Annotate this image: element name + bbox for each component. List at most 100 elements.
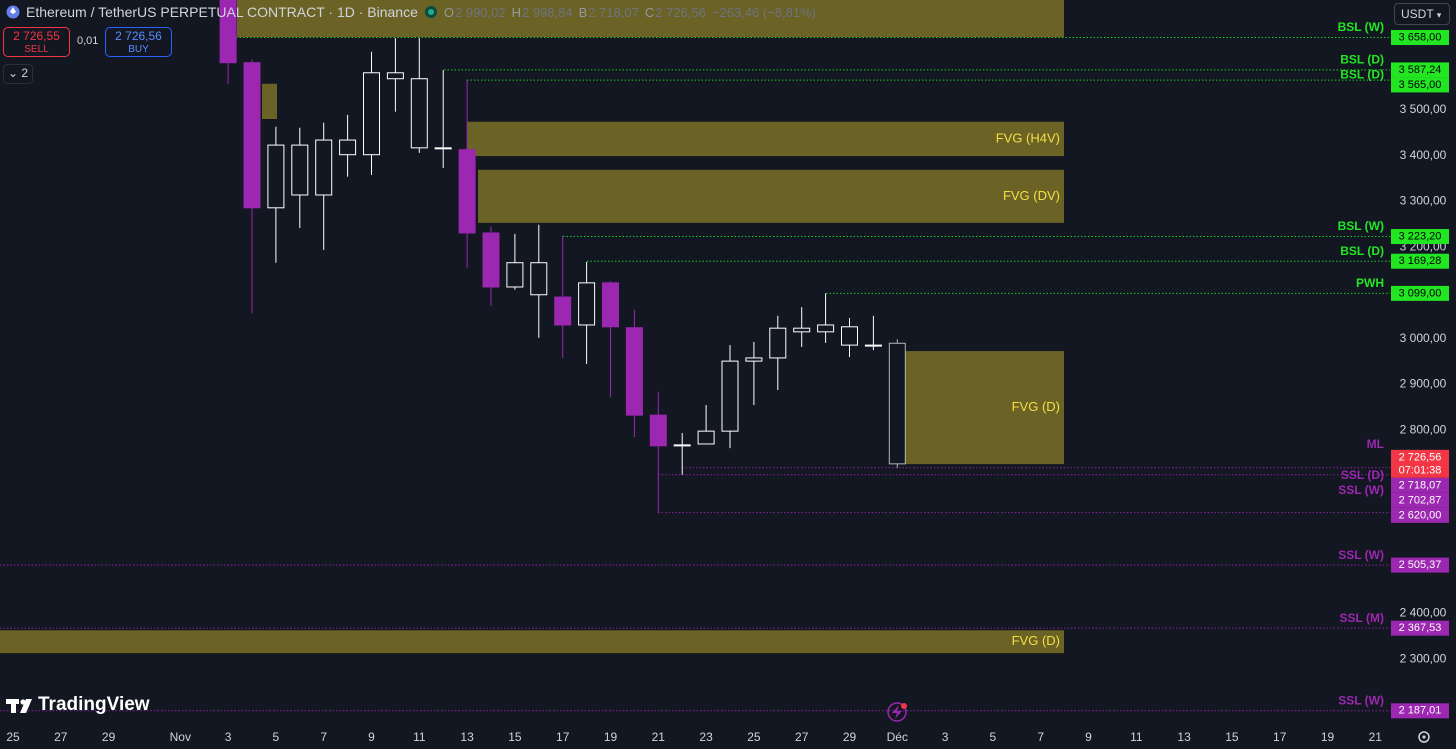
fvg-label: FVG (D) [1012,399,1060,414]
x-tick-label: 13 [460,730,474,744]
x-tick-label: 21 [1369,730,1383,744]
level-price-label: 3 099,00 [1399,287,1442,299]
fvg-zone [237,0,1064,38]
level-name: SSL (W) [1338,483,1384,497]
settings-icon[interactable] [1418,731,1430,743]
ohlc-value: 2 726,56 [655,4,706,20]
x-tick-label: 23 [699,730,713,744]
x-tick-label: 15 [508,730,522,744]
indicator-count: 2 [21,66,29,80]
ohlc-value: 2 718,07 [588,4,639,20]
candle-body [625,327,643,416]
level-price-label: 3 587,24 [1399,64,1442,76]
currency-select[interactable]: USDT ▾ [1394,3,1450,25]
level-price-box [1391,507,1449,523]
x-tick-label: 19 [1321,730,1335,744]
level-price-box [1391,229,1449,245]
x-tick-label: 3 [942,730,949,744]
sell-price: 2 726,55 [13,29,60,43]
level-price-box [1391,77,1449,93]
x-tick-label: 9 [1085,730,1092,744]
ohlc: O2 990,02 H2 998,84 B2 718,07 C2 726,56 −263… [444,5,816,20]
x-tick-label: 25 [6,730,20,744]
x-tick-label: 5 [273,730,280,744]
y-tick-label: 3 300,00 [1400,194,1447,208]
y-tick-label: 2 800,00 [1400,422,1447,436]
candle-body [697,430,715,445]
x-tick-label: 11 [1130,730,1143,744]
spread: 0,01 [77,35,99,47]
y-tick-label: 2 900,00 [1400,377,1447,391]
candle-body [673,444,691,447]
x-tick-label: Nov [170,730,191,744]
symbol: Ethereum / TetherUS PERPETUAL CONTRACT ·… [26,4,418,20]
level-name: BSL (D) [1340,244,1384,258]
level-price-label: 3 169,28 [1399,255,1442,267]
candle-body [578,282,596,326]
axes: 3 500,003 400,003 300,003 200,003 000,00… [6,20,1449,744]
level-price-label: 2 187,01 [1399,705,1442,717]
level-price-label: 2 620,00 [1399,509,1442,521]
status-dot [424,6,437,18]
level-price-box [1391,30,1449,46]
candle-body [458,149,476,234]
candle-body [602,282,619,328]
candle-body [291,144,309,196]
candle-body [243,62,261,209]
candle-body [888,342,906,465]
x-tick-label: 11 [413,730,426,744]
x-tick-label: 5 [990,730,997,744]
level-name: BSL (D) [1340,68,1384,82]
x-tick-label: 3 [225,730,232,744]
candle-body [506,262,524,288]
level-price-label: 2 718,07 [1399,479,1442,491]
countdown: 07:01:38 [1399,464,1442,476]
fvg-zone [262,83,277,120]
candle-body [769,327,787,359]
level-name: BSL (W) [1338,20,1384,34]
candle-body [315,139,333,196]
candle-body [841,326,858,346]
brand: TradingView [38,694,150,715]
candle-body [219,0,237,64]
y-tick-label: 3 500,00 [1400,102,1447,116]
header: Ethereum / TetherUS PERPETUAL CONTRACT ·… [6,4,816,20]
fvg-label: FVG (DV) [1003,188,1060,203]
level-price-label: 3 565,00 [1399,79,1442,91]
indicators-toggle[interactable]: ⌄ 2 [3,64,33,84]
fvg-label: FVG (D) [1012,633,1060,648]
candle-body [434,147,452,150]
candle-body [363,72,380,156]
alert-icon[interactable] [887,702,907,722]
ohlc-value: 2 998,84 [522,4,573,20]
candle-body [649,414,667,447]
plot-area: FVG (H4V) FVG (DV) FVG (D) FVG (D) [0,0,1390,712]
candle-body [410,78,428,149]
level-price-label: 2 702,87 [1399,494,1442,506]
ohlc-value: 2 990,02 [455,4,506,20]
x-tick-label: 29 [843,730,857,744]
ohlc-key: B [578,4,588,20]
candle-body [530,262,548,296]
candle-body [482,232,500,288]
change: −263,46 (−8,81%) [711,4,816,20]
buy-label: BUY [128,44,149,55]
x-tick-label: 13 [1177,730,1191,744]
level-name: BSL (D) [1340,53,1384,67]
candle-body [554,296,572,326]
level-name: SSL (W) [1338,693,1384,707]
x-tick-label: 19 [604,730,618,744]
sell-button[interactable]: 2 726,55 SELL [3,27,70,57]
x-tick-label: 9 [368,730,375,744]
level-price-box [1391,703,1449,719]
x-tick-label: 15 [1225,730,1239,744]
buy-button[interactable]: 2 726,56 BUY [105,27,172,57]
currency: USDT [1401,7,1434,21]
x-tick-label: 25 [747,730,761,744]
candle-body [721,360,739,432]
y-tick-label: 3 400,00 [1400,148,1447,162]
level-price-box [1391,620,1449,636]
x-tick-label: 17 [556,730,570,744]
